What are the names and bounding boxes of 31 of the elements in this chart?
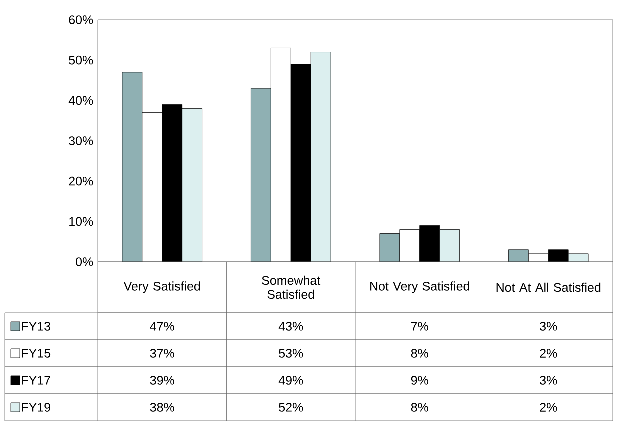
- data-label: 47%: [150, 322, 174, 331]
- data-label: 9%: [411, 376, 428, 385]
- legend-label: FY17: [22, 376, 50, 385]
- y-tick-label: 50%: [69, 56, 94, 65]
- data-label: 8%: [411, 349, 428, 358]
- data-label: 52%: [279, 403, 304, 412]
- y-tick-label: 40%: [68, 96, 94, 106]
- data-label: 3%: [540, 322, 558, 331]
- data-label: 39%: [150, 376, 174, 385]
- data-label: 37%: [150, 349, 174, 358]
- data-label: 2%: [540, 349, 558, 358]
- y-tick-label: 60%: [69, 16, 94, 24]
- x-tick-label: Somewhat Satisfied: [262, 276, 321, 300]
- y-tick-label: 30%: [69, 136, 94, 146]
- data-label: 53%: [279, 349, 304, 358]
- y-tick-label: 20%: [69, 176, 94, 186]
- data-label: 7%: [411, 322, 428, 331]
- data-label: 3%: [540, 376, 558, 385]
- legend-label: FY19: [22, 403, 50, 412]
- legend-label: FY15: [22, 349, 51, 358]
- x-tick-label: Not Very Satisfied: [370, 282, 470, 294]
- x-tick-label: Very Satisfied: [124, 282, 200, 294]
- data-label: 43%: [278, 322, 304, 331]
- data-label: 8%: [411, 403, 428, 412]
- x-tick-label: Not At All Satisfied: [496, 282, 601, 292]
- y-tick-label: 0%: [76, 258, 94, 266]
- data-label: 2%: [540, 403, 558, 412]
- y-tick-label: 10%: [70, 217, 94, 226]
- data-label: 38%: [150, 403, 174, 412]
- data-label: 49%: [278, 376, 304, 385]
- legend-label: FY13: [22, 322, 51, 331]
